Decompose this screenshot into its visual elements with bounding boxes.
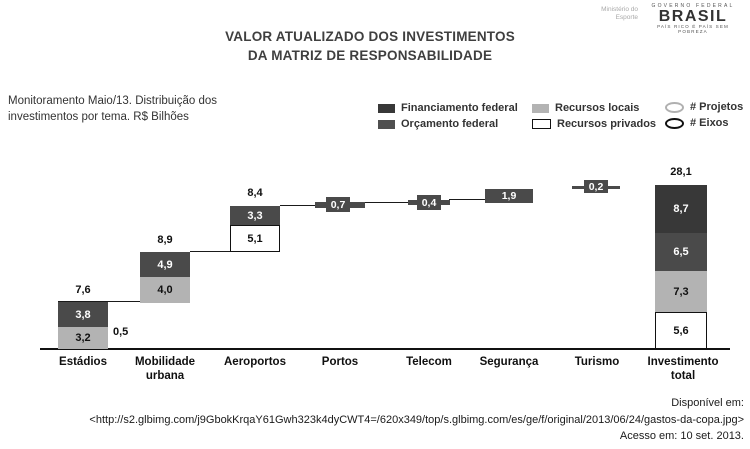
page-title: VALOR ATUALIZADO DOS INVESTIMENTOS DA MA… xyxy=(170,27,570,65)
waterfall-connector-line xyxy=(449,199,487,200)
waterfall-connector-line xyxy=(190,251,232,252)
brasil-logo-slogan: PAÍS RICO É PAÍS SEM POBREZA xyxy=(657,24,729,34)
bar-segment-financiamento: 8,7 xyxy=(655,185,707,233)
legend-label: # Projetos xyxy=(690,101,744,113)
bar-value-chip: 0,2 xyxy=(584,180,608,193)
legend-label: Recursos privados xyxy=(557,118,657,130)
brasil-logo-top-text: GOVERNO FEDERAL xyxy=(651,3,735,9)
x-axis-label: Investimento total xyxy=(647,356,719,382)
x-axis-label: Mobilidade urbana xyxy=(134,356,196,382)
legend-label: Recursos locais xyxy=(555,102,640,114)
subtitle-line1: Monitoramento Maio/13. Distribuição dos xyxy=(8,95,218,107)
page-title-line1: VALOR ATUALIZADO DOS INVESTIMENTOS xyxy=(225,29,515,44)
x-axis-label: Telecom xyxy=(406,356,452,368)
source-access-date: Acesso em: 10 set. 2013. xyxy=(619,430,744,442)
legend-label: Orçamento federal xyxy=(401,118,499,130)
legend-swatch-light-gray-icon xyxy=(532,103,549,113)
legend-swatch-dark-icon xyxy=(378,103,395,113)
source-note: Disponível em: <http://s2.glbimg.com/j9G… xyxy=(4,395,744,445)
x-axis-label: Portos xyxy=(321,356,359,368)
bar-value-chip: 0,4 xyxy=(417,195,441,210)
legend-label: # Eixos xyxy=(690,117,729,129)
bar-extra-label: 0,5 xyxy=(113,326,129,338)
bar-total-label: 28,1 xyxy=(670,166,692,178)
gray-ellipse-icon xyxy=(665,101,684,113)
x-axis-line xyxy=(40,348,730,350)
page-title-line2: DA MATRIZ DE RESPONSABILIDADE xyxy=(247,48,493,63)
legend-item-projetos: # Projetos xyxy=(665,101,743,113)
bar-segment-locais: 4,0 xyxy=(140,277,190,303)
waterfall-connector-line xyxy=(58,301,142,302)
ministry-line1: Ministério do xyxy=(601,6,638,13)
bar-total-label: 7,6 xyxy=(75,284,91,296)
x-axis-label: Segurança xyxy=(479,356,539,368)
bar-segment-privados: 5,6 xyxy=(655,312,707,349)
legend-item-financiamento-federal: Financiamento federal xyxy=(378,102,518,114)
bar-value-chip: 0,7 xyxy=(326,197,350,212)
black-ellipse-icon xyxy=(665,117,684,129)
chart-subtitle: Monitoramento Maio/13. Distribuição dos … xyxy=(8,93,338,125)
ministry-line2: Esporte xyxy=(615,14,638,21)
x-axis-label: Aeroportos xyxy=(224,356,286,368)
waterfall-connector-line xyxy=(280,205,317,206)
bar-segment-locais: 7,3 xyxy=(655,271,707,312)
brasil-logo-wordmark: BRASIL xyxy=(658,8,728,25)
source-line1: Disponível em: xyxy=(671,397,744,409)
bar-segment-orcamento: 4,9 xyxy=(140,252,190,277)
legend-item-orcamento-federal: Orçamento federal xyxy=(378,118,498,130)
legend-item-recursos-locais: Recursos locais xyxy=(532,102,639,114)
legend-swatch-white-outline-icon xyxy=(532,119,551,129)
bar-segment-orcamento: 6,5 xyxy=(655,233,707,271)
legend-item-eixos: # Eixos xyxy=(665,117,729,129)
bar-total-label: 8,4 xyxy=(247,187,263,199)
bar-segment-privados: 5,1 xyxy=(230,225,280,252)
subtitle-line2: investimentos por tema. R$ Bilhões xyxy=(8,111,189,123)
x-axis-label: Estádios xyxy=(59,356,107,368)
bar-segment-solid: 1,9 xyxy=(485,189,533,203)
bar-segment-orcamento: 3,3 xyxy=(230,206,280,225)
bar-segment-orcamento: 3,8 xyxy=(58,302,108,327)
legend-item-recursos-privados: Recursos privados xyxy=(532,118,656,130)
source-url: <http://s2.glbimg.com/j9GbokKrqaY61Gwh32… xyxy=(89,413,744,426)
ministry-logo-text: Ministério do Esporte xyxy=(580,6,638,22)
x-axis-label: Turismo xyxy=(574,356,620,368)
legend-swatch-mid-dark-icon xyxy=(378,119,395,129)
brasil-government-logo: GOVERNO FEDERAL BRASIL PAÍS RICO É PAÍS … xyxy=(645,3,741,34)
waterfall-connector-line xyxy=(364,202,410,203)
bar-total-label: 8,9 xyxy=(157,234,173,246)
legend-label: Financiamento federal xyxy=(401,102,518,114)
bar-segment-locais: 3,2 xyxy=(58,327,108,349)
